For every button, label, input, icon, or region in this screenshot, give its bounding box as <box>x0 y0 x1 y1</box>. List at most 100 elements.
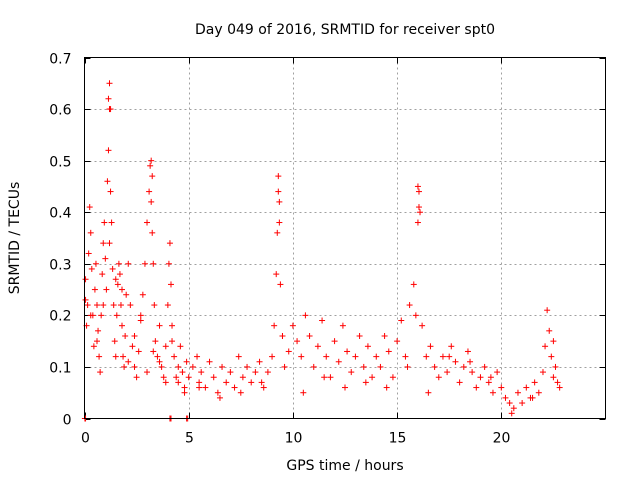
data-point <box>431 363 438 370</box>
data-point <box>381 332 388 339</box>
data-point <box>121 363 128 370</box>
data-point <box>133 374 140 381</box>
data-point <box>198 369 205 376</box>
data-point <box>414 183 421 190</box>
data-point <box>414 219 421 226</box>
data-point <box>111 338 118 345</box>
data-point <box>125 358 132 365</box>
data-point <box>227 369 234 376</box>
data-point <box>94 302 101 309</box>
data-point <box>314 343 321 350</box>
data-point <box>469 369 476 376</box>
data-point <box>275 188 282 195</box>
data-point <box>460 363 467 370</box>
chart-title: Day 049 of 2016, SRMTID for receiver spt… <box>195 22 495 38</box>
data-point <box>389 374 396 381</box>
y-tick-label: 0.2 <box>49 309 71 325</box>
data-point <box>120 353 127 360</box>
data-point <box>84 302 91 309</box>
data-point <box>464 348 471 355</box>
data-point <box>473 384 480 391</box>
data-point <box>94 338 101 345</box>
x-tick-label: 15 <box>389 431 407 447</box>
data-point <box>107 188 114 195</box>
points-layer <box>81 80 563 422</box>
data-point <box>519 400 526 407</box>
data-point <box>237 389 244 396</box>
data-point <box>529 394 536 401</box>
data-point <box>96 353 103 360</box>
data-point <box>149 173 156 180</box>
data-point <box>148 157 155 164</box>
data-point <box>129 343 136 350</box>
data-point <box>90 343 97 350</box>
data-point <box>223 379 230 386</box>
data-point <box>98 312 105 319</box>
data-point <box>148 198 155 205</box>
data-point <box>116 271 123 278</box>
data-point <box>248 379 255 386</box>
data-point <box>277 281 284 288</box>
data-point <box>173 374 180 381</box>
data-point <box>362 379 369 386</box>
data-point <box>439 353 446 360</box>
data-point <box>404 363 411 370</box>
data-point <box>339 322 346 329</box>
data-point <box>244 363 251 370</box>
data-point <box>327 374 334 381</box>
data-point <box>131 332 138 339</box>
data-point <box>264 369 271 376</box>
data-point <box>196 379 203 386</box>
data-point <box>175 379 182 386</box>
data-point <box>423 353 430 360</box>
data-point <box>166 240 173 247</box>
data-point <box>125 260 132 267</box>
data-point <box>435 374 442 381</box>
data-point <box>548 353 555 360</box>
data-point <box>123 291 130 298</box>
data-point <box>514 389 521 396</box>
data-point <box>88 265 95 272</box>
data-point <box>171 353 178 360</box>
data-point <box>446 353 453 360</box>
data-point <box>275 173 282 180</box>
data-point <box>356 332 363 339</box>
data-point <box>556 384 563 391</box>
data-point <box>87 312 94 319</box>
data-point <box>385 348 392 355</box>
data-point <box>85 250 92 257</box>
data-point <box>185 374 192 381</box>
data-point <box>158 363 165 370</box>
x-tick-label: 5 <box>185 431 194 447</box>
data-point <box>86 204 93 211</box>
data-point <box>151 302 158 309</box>
data-point <box>219 363 226 370</box>
data-point <box>216 394 223 401</box>
data-point <box>91 286 98 293</box>
data-point <box>165 260 172 267</box>
data-point <box>115 260 122 267</box>
data-point <box>235 353 242 360</box>
data-point <box>419 322 426 329</box>
y-tick-label: 0 <box>63 413 72 429</box>
data-point <box>112 353 119 360</box>
y-tick-label: 0.7 <box>49 52 71 68</box>
data-point <box>105 95 112 102</box>
data-point <box>183 358 190 365</box>
data-point <box>139 291 146 298</box>
data-point <box>175 363 182 370</box>
data-point <box>276 198 283 205</box>
data-point <box>150 260 157 267</box>
data-point <box>87 229 94 236</box>
data-point <box>348 369 355 376</box>
data-point <box>95 327 102 334</box>
data-point <box>306 332 313 339</box>
data-point <box>137 312 144 319</box>
data-point <box>276 219 283 226</box>
data-point <box>331 338 338 345</box>
data-point <box>554 379 561 386</box>
data-point <box>239 374 246 381</box>
data-point <box>135 348 142 355</box>
data-point <box>162 379 169 386</box>
